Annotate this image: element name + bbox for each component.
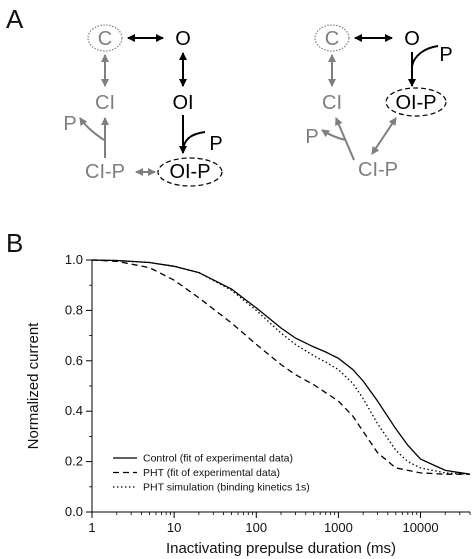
state-ci-label: CI bbox=[95, 92, 115, 114]
panel-label-b: B bbox=[6, 228, 23, 258]
y-tick-label: 1.0 bbox=[65, 252, 83, 267]
state-oi-p-label: OI-P bbox=[169, 161, 210, 183]
state-oi-p-highlight bbox=[157, 157, 223, 187]
state-c-label-right: C bbox=[325, 28, 339, 50]
drug-p-ci-label-right: P bbox=[305, 126, 318, 148]
arrow-oi-p-ci-p-right bbox=[371, 117, 397, 155]
x-tick-label: 100 bbox=[245, 520, 267, 535]
scheme-right: C O P CI OI-P P CI-P bbox=[305, 24, 453, 181]
x-tick-label: 10000 bbox=[402, 520, 438, 535]
scheme-left: C O CI OI P P CI-P OI-P bbox=[63, 24, 223, 187]
state-ci-p-label: CI-P bbox=[85, 161, 125, 183]
legend: Control (fit of experimental data) PHT (f… bbox=[113, 453, 310, 494]
state-c-highlight-right bbox=[314, 24, 350, 52]
state-oi-p-highlight-right bbox=[385, 87, 447, 117]
arrow-p-binding-oi bbox=[182, 131, 206, 151]
y-ticks: 0.0 0.2 0.4 0.6 0.8 1.0 bbox=[65, 252, 92, 519]
legend-label-3: PHT simulation (binding kinetics 1s) bbox=[143, 482, 310, 494]
y-axis-title: Normalized current bbox=[25, 322, 42, 450]
y-tick-label: 0.0 bbox=[65, 504, 83, 519]
legend-label-2: PHT (fit of experimental data) bbox=[143, 467, 280, 479]
state-oi-label: OI bbox=[172, 92, 193, 114]
x-tick-label: 1 bbox=[88, 520, 95, 535]
state-oi-p-label-right: OI-P bbox=[395, 92, 436, 114]
state-ci-p-label-right: CI-P bbox=[358, 159, 398, 181]
inactivation-chart: 1 10 100 1000 10000 0.0 0.2 0.4 0.6 0.8 1.0 Inact… bbox=[25, 252, 471, 557]
arrow-p-release-ci bbox=[79, 117, 105, 141]
series-line-1 bbox=[91, 259, 471, 475]
x-ticks: 1 10 100 1000 10000 bbox=[88, 512, 471, 535]
drug-p-o-label-right: P bbox=[439, 44, 452, 66]
legend-label-1: Control (fit of experimental data) bbox=[143, 453, 293, 465]
state-ci-label-right: CI bbox=[322, 92, 342, 114]
panel-label-a: A bbox=[6, 4, 24, 34]
series-lines bbox=[91, 259, 471, 475]
series-line-3 bbox=[91, 259, 471, 475]
y-tick-label: 0.4 bbox=[65, 403, 83, 418]
y-tick-label: 0.8 bbox=[65, 302, 83, 317]
arrow-p-binding-o-right bbox=[411, 45, 439, 67]
drug-p-ci-label: P bbox=[63, 113, 76, 135]
x-axis-title: Inactivating prepulse duration (ms) bbox=[166, 540, 396, 557]
y-tick-label: 0.6 bbox=[65, 353, 83, 368]
state-c-highlight bbox=[87, 24, 123, 52]
x-tick-label: 10 bbox=[167, 520, 181, 535]
series-line-2 bbox=[91, 259, 470, 475]
x-tick-label: 1000 bbox=[324, 520, 353, 535]
state-o-label: O bbox=[175, 28, 191, 50]
drug-p-oi-label: P bbox=[209, 133, 222, 155]
arrow-p-release-ci-right bbox=[321, 129, 347, 141]
y-tick-label: 0.2 bbox=[65, 454, 83, 469]
state-c-label: C bbox=[98, 28, 112, 50]
state-o-label-right: O bbox=[404, 28, 420, 50]
